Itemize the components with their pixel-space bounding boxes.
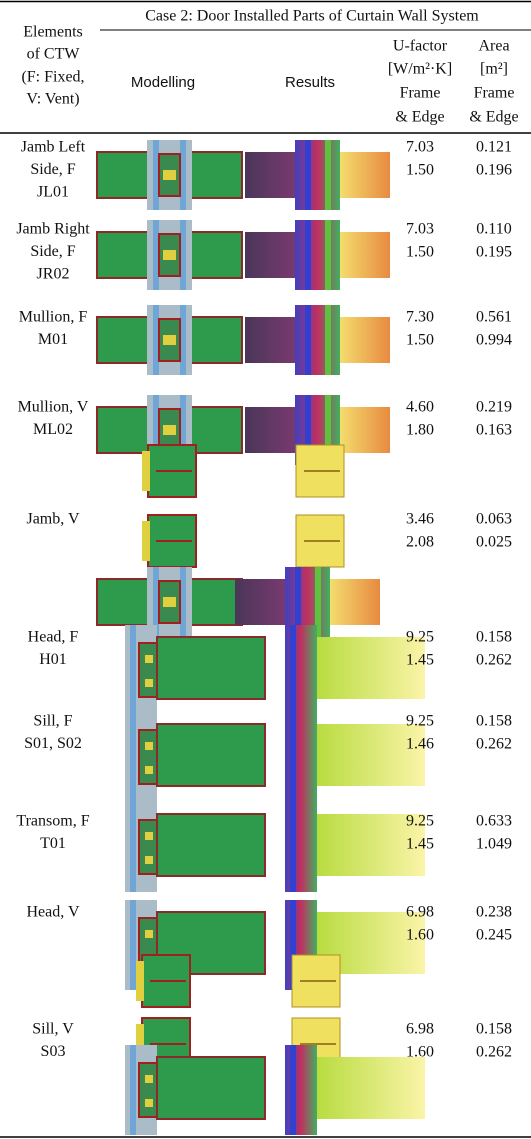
element-label: ML02 xyxy=(33,421,73,438)
u-factor-value: 1.45 xyxy=(406,836,434,853)
u-factor-value: 1.50 xyxy=(406,162,434,179)
element-label: Head, V xyxy=(26,904,79,921)
element-label: Head, F xyxy=(28,629,79,646)
area-value: 0.219 xyxy=(476,399,512,416)
area-value: 0.158 xyxy=(476,713,512,730)
images xyxy=(96,139,425,1136)
u-factor-value: 7.03 xyxy=(406,139,434,156)
table-title: Case 2: Door Installed Parts of Curtain … xyxy=(145,8,479,25)
column-header: Elements xyxy=(23,24,83,41)
u-factor-value: 1.50 xyxy=(406,332,434,349)
u-factor-value: 1.60 xyxy=(406,1044,434,1061)
u-factor-value: 1.46 xyxy=(406,736,434,753)
element-label: JL01 xyxy=(37,184,69,201)
element-label: Jamb Left xyxy=(21,139,86,156)
u-factor-value: 1.50 xyxy=(406,244,434,261)
u-factor-value: 9.25 xyxy=(406,629,434,646)
area-value: 0.994 xyxy=(476,332,512,349)
element-label: Transom, F xyxy=(16,813,89,830)
area-value: 0.025 xyxy=(476,534,512,551)
column-header: of CTW xyxy=(27,46,81,63)
element-label: H01 xyxy=(39,651,67,668)
column-header: [m²] xyxy=(480,61,508,78)
u-factor-value: 3.46 xyxy=(406,511,434,528)
u-factor-value: 1.45 xyxy=(406,652,434,669)
element-label: Sill, F xyxy=(33,713,72,730)
u-factor-value: 9.25 xyxy=(406,813,434,830)
area-value: 0.158 xyxy=(476,1021,512,1038)
u-factor-value: 4.60 xyxy=(406,399,434,416)
u-factor-value: 6.98 xyxy=(406,1021,434,1038)
column-header: V: Vent) xyxy=(26,91,79,108)
area-value: 0.245 xyxy=(476,927,512,944)
element-label: Mullion, V xyxy=(18,399,89,416)
area-value: 1.049 xyxy=(476,836,512,853)
area-value: 0.110 xyxy=(476,221,511,238)
column-header: & Edge xyxy=(395,109,444,126)
area-value: 0.196 xyxy=(476,162,512,179)
area-value: 0.163 xyxy=(476,422,512,439)
element-label: M01 xyxy=(38,331,68,348)
u-factor-value: 1.80 xyxy=(406,422,434,439)
area-value: 0.195 xyxy=(476,244,512,261)
element-label: Mullion, F xyxy=(19,309,88,326)
u-factor-value: 2.08 xyxy=(406,534,434,551)
element-label: S03 xyxy=(41,1043,66,1060)
element-label: Sill, V xyxy=(32,1021,74,1038)
column-header: Area xyxy=(478,38,509,55)
column-header: Frame xyxy=(400,85,441,102)
area-value: 0.238 xyxy=(476,904,512,921)
area-value: 0.262 xyxy=(476,652,512,669)
area-value: 0.158 xyxy=(476,629,512,646)
element-label: Jamb Right xyxy=(16,221,90,238)
element-label: Side, F xyxy=(30,243,75,260)
u-factor-value: 7.03 xyxy=(406,221,434,238)
u-factor-value: 1.60 xyxy=(406,927,434,944)
area-value: 0.121 xyxy=(476,139,512,156)
area-value: 0.262 xyxy=(476,736,512,753)
column-header: (F: Fixed, xyxy=(21,69,84,86)
area-value: 0.262 xyxy=(476,1044,512,1061)
area-value: 0.063 xyxy=(476,511,512,528)
u-factor-value: 9.25 xyxy=(406,713,434,730)
element-label: S01, S02 xyxy=(24,735,82,752)
column-header: [W/m²·K] xyxy=(388,61,452,78)
area-value: 0.633 xyxy=(476,813,512,830)
column-header: Frame xyxy=(474,85,515,102)
column-header: & Edge xyxy=(469,109,518,126)
column-header: U-factor xyxy=(393,38,448,55)
element-label: JR02 xyxy=(37,266,70,283)
u-factor-value: 6.98 xyxy=(406,904,434,921)
element-label: Side, F xyxy=(30,161,75,178)
element-label: Jamb, V xyxy=(26,511,79,528)
element-label: T01 xyxy=(40,835,66,852)
u-factor-value: 7.30 xyxy=(406,309,434,326)
column-header: Modelling xyxy=(131,74,195,91)
column-header: Results xyxy=(285,74,335,91)
area-value: 0.561 xyxy=(476,309,512,326)
